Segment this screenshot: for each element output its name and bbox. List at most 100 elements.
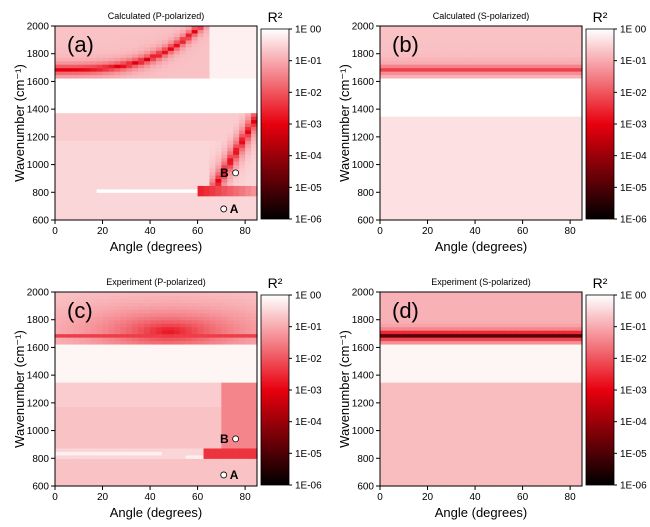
heatmap-cell <box>138 458 145 463</box>
heatmap-cell <box>463 39 470 44</box>
heatmap-cell <box>540 188 547 193</box>
heatmap-cell <box>66 29 74 34</box>
heatmap-cell <box>138 382 145 387</box>
heatmap-cell <box>558 126 565 131</box>
heatmap-cell <box>114 385 121 390</box>
heatmap-cell <box>469 154 476 159</box>
heatmap-cell <box>102 305 110 310</box>
heatmap-cell <box>173 53 181 58</box>
heatmap-cell <box>504 123 512 128</box>
heatmap-cell <box>120 479 127 484</box>
heatmap-cell <box>546 164 553 169</box>
heatmap-cell <box>78 337 86 342</box>
heatmap-cell <box>90 71 98 76</box>
heatmap-cell <box>516 164 524 169</box>
heatmap-cell <box>72 71 80 76</box>
heatmap-cell <box>463 43 470 48</box>
heatmap-cell <box>138 29 145 34</box>
heatmap-cell <box>120 409 127 414</box>
heatmap-cell <box>522 181 530 186</box>
heatmap-cell <box>72 340 80 345</box>
heatmap-cell <box>144 465 151 470</box>
heatmap-cell <box>233 119 240 124</box>
heatmap-cell <box>126 416 133 421</box>
heatmap-cell <box>66 157 74 162</box>
heatmap-cell <box>433 123 441 128</box>
heatmap-cell <box>475 26 482 31</box>
heatmap-cell <box>102 347 110 352</box>
heatmap-cell <box>84 116 92 121</box>
heatmap-cell <box>239 192 246 197</box>
heatmap-cell <box>120 171 127 176</box>
heatmap-cell <box>96 402 104 407</box>
heatmap-cell <box>185 95 193 100</box>
colorbar-title: R² <box>268 9 283 25</box>
heatmap-cell <box>66 305 74 310</box>
heatmap-cell <box>84 437 92 442</box>
heatmap-cell <box>469 199 476 204</box>
heatmap-cell <box>173 57 181 62</box>
heatmap-cell <box>108 465 116 470</box>
heatmap-cell <box>96 361 104 366</box>
heatmap-cell <box>132 95 139 100</box>
heatmap-cell <box>570 67 577 72</box>
heatmap-cell <box>108 378 116 383</box>
heatmap-cell <box>534 119 542 124</box>
heatmap-cell <box>132 385 139 390</box>
heatmap-cell <box>191 168 199 173</box>
heatmap-cell <box>138 343 145 349</box>
heatmap-cell <box>528 185 536 190</box>
heatmap-cell <box>156 395 163 400</box>
heatmap-cell <box>445 171 452 176</box>
heatmap-cell <box>161 468 169 473</box>
heatmap-cell <box>433 98 441 103</box>
heatmap-cell <box>516 143 524 148</box>
heatmap-cell <box>540 95 547 100</box>
heatmap-cell <box>209 57 217 62</box>
heatmap-cell <box>457 199 464 204</box>
heatmap-cell <box>203 188 211 193</box>
heatmap-cell <box>66 340 74 345</box>
heatmap-cell <box>108 29 116 34</box>
heatmap-cell <box>409 26 417 31</box>
heatmap-cell <box>197 181 205 186</box>
heatmap-cell <box>233 84 240 89</box>
heatmap-cell <box>445 164 452 169</box>
heatmap-cell <box>391 84 399 89</box>
heatmap-cell <box>126 133 133 138</box>
heatmap-cell <box>528 157 536 162</box>
heatmap-cell <box>150 461 157 466</box>
heatmap-cell <box>161 140 169 145</box>
heatmap-cell <box>421 161 429 166</box>
heatmap-cell <box>475 46 482 51</box>
heatmap-cell <box>114 361 121 366</box>
heatmap-cell <box>209 150 217 155</box>
heatmap-cell <box>245 109 252 114</box>
heatmap-cell <box>197 195 205 200</box>
heatmap-cell <box>522 60 530 65</box>
heatmap-cell <box>397 140 405 145</box>
heatmap-cell <box>239 109 246 114</box>
heatmap-cell <box>475 32 482 37</box>
heatmap-cell <box>469 98 476 103</box>
heatmap-cell <box>161 461 169 466</box>
heatmap-cell <box>475 60 482 65</box>
heatmap-cell <box>522 164 530 169</box>
heatmap-cell <box>475 77 482 83</box>
y-tick-label: 1600 <box>352 77 375 88</box>
heatmap-cell <box>510 71 518 76</box>
heatmap-cell <box>552 126 559 131</box>
heatmap-cell <box>78 147 86 152</box>
heatmap-cell <box>161 444 169 449</box>
heatmap-cell <box>96 84 104 89</box>
heatmap-cell <box>516 213 524 218</box>
heatmap-cell <box>552 185 559 190</box>
heatmap-cell <box>215 112 222 117</box>
heatmap-cell <box>463 57 470 62</box>
heatmap-cell <box>486 91 494 96</box>
heatmap-cell <box>492 64 500 69</box>
heatmap-cell <box>546 168 553 173</box>
heatmap-cell <box>481 105 488 110</box>
heatmap-cell <box>552 81 559 86</box>
heatmap-cell <box>150 444 157 449</box>
